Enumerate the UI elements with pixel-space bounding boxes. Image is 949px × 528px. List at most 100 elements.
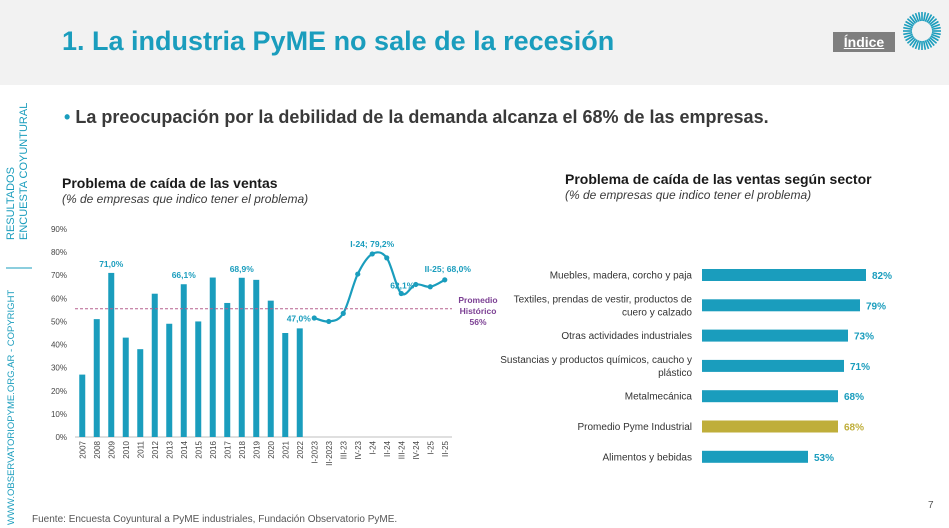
data-label: I-24; 79,2% <box>350 239 394 249</box>
quarterly-point <box>369 251 375 257</box>
sector-label: Metalmecánica <box>625 392 693 403</box>
x-tick-label: IV-23 <box>354 440 363 459</box>
sector-bar <box>702 329 848 342</box>
page-number: 7 <box>928 500 934 511</box>
data-label: II-25; 68,0% <box>425 264 472 274</box>
x-tick-label: 2011 <box>136 440 145 458</box>
y-tick-label: 0% <box>55 433 67 442</box>
x-tick-label: 2010 <box>122 440 131 458</box>
sector-bar <box>702 359 844 372</box>
y-tick-label: 10% <box>51 410 67 419</box>
sector-label: Sustancias y productos químicos, caucho … <box>500 355 692 366</box>
sector-value-label: 68% <box>844 423 864 434</box>
x-tick-label: 2018 <box>238 440 247 458</box>
y-tick-label: 50% <box>51 317 67 326</box>
x-tick-label: 2014 <box>180 440 189 458</box>
annual-bar <box>209 277 216 437</box>
quarterly-point <box>340 310 346 316</box>
annual-bar <box>253 279 260 437</box>
quarterly-point <box>442 277 448 283</box>
x-tick-label: I-24 <box>368 440 377 454</box>
average-bar <box>702 420 838 433</box>
y-tick-label: 70% <box>51 271 67 280</box>
x-tick-label: II-25 <box>441 440 450 457</box>
side-survey-label: ENCUESTA COYUNTURAL <box>18 103 30 240</box>
key-message-text: La preocupación por la debilidad de la d… <box>75 107 769 127</box>
x-tick-label: I-25 <box>426 440 435 454</box>
data-label: 62,1% <box>390 280 415 290</box>
y-tick-label: 30% <box>51 364 67 373</box>
y-tick-label: 40% <box>51 341 67 350</box>
right-chart-subtitle: (% de empresas que indico tener el probl… <box>565 188 812 202</box>
historical-average-label: Histórico <box>460 306 497 316</box>
sector-label: Promedio Pyme Industrial <box>578 422 693 433</box>
annual-bar <box>180 284 187 437</box>
quarterly-point <box>413 281 419 288</box>
x-tick-label: 2017 <box>223 440 232 458</box>
x-tick-label: III-23 <box>339 440 348 459</box>
x-tick-label: 2009 <box>107 440 116 458</box>
data-label: 47,0% <box>287 313 312 323</box>
sector-value-label: 73% <box>854 332 874 343</box>
side-results-label: RESULTADOS <box>5 167 17 240</box>
y-tick-label: 60% <box>51 294 67 303</box>
left-chart-subtitle: (% de empresas que indico tener el probl… <box>62 192 309 206</box>
bullet-mark: • <box>64 107 71 127</box>
x-tick-label: 2021 <box>281 440 290 458</box>
x-tick-label: II-24 <box>383 440 392 457</box>
data-label: 68,9% <box>230 264 255 274</box>
x-tick-label: II-2023 <box>325 440 334 465</box>
annual-bar <box>267 300 274 437</box>
x-tick-label: I-2023 <box>310 440 319 463</box>
page-title: 1. La industria PyME no sale de la reces… <box>62 26 615 56</box>
annual-bar <box>93 319 100 437</box>
sector-value-label: 82% <box>872 271 892 282</box>
observatorio-logo-icon <box>903 12 941 50</box>
key-message: • La preocupación por la debilidad de la… <box>64 107 769 128</box>
x-tick-label: 2013 <box>165 440 174 458</box>
x-tick-label: IV-24 <box>412 440 421 459</box>
y-tick-label: 20% <box>51 387 67 396</box>
quarterly-point <box>427 284 433 290</box>
sector-bar <box>702 269 866 281</box>
index-button[interactable]: Índice <box>833 32 895 52</box>
annual-bar <box>282 333 289 437</box>
annual-bar <box>224 302 231 437</box>
side-copyright-label: WWW.OBSERVATORIOPYME.ORG.AR - COPYRIGHT <box>6 290 17 525</box>
x-tick-label: 2007 <box>78 440 87 458</box>
y-tick-label: 90% <box>51 225 67 234</box>
y-tick-label: 80% <box>51 248 67 257</box>
annual-bar <box>79 374 86 437</box>
sector-bar <box>702 450 808 463</box>
left-chart-title: Problema de caída de las ventas <box>62 175 278 191</box>
annual-bar <box>137 349 144 437</box>
historical-average-label: Promedio <box>458 295 497 305</box>
x-tick-label: 2008 <box>93 440 102 458</box>
x-tick-label: 2016 <box>209 440 218 458</box>
source-note: Fuente: Encuesta Coyuntural a PyME indus… <box>32 514 398 525</box>
sector-label: Alimentos y bebidas <box>603 452 693 463</box>
sector-bar <box>702 299 860 312</box>
annual-bar <box>108 272 115 437</box>
quarterly-point <box>326 318 332 325</box>
quarterly-line <box>313 251 446 323</box>
x-tick-label: 2022 <box>296 440 305 458</box>
annual-bar <box>151 293 158 437</box>
sector-value-label: 68% <box>844 392 864 403</box>
annual-bar <box>238 277 245 437</box>
annual-bar <box>166 323 173 437</box>
historical-average-label: 56% <box>469 317 486 327</box>
sector-value-label: 53% <box>814 453 834 464</box>
right-chart-title: Problema de caída de las ventas según se… <box>565 171 872 187</box>
sector-value-label: 71% <box>850 362 870 373</box>
x-tick-label: 2020 <box>267 440 276 458</box>
x-tick-label: 2019 <box>252 440 261 458</box>
x-tick-label: 2012 <box>151 440 160 458</box>
annual-bar <box>122 337 129 437</box>
sector-label: Otras actividades industriales <box>561 331 692 342</box>
sector-label: plástico <box>658 368 692 379</box>
data-label: 71,0% <box>99 259 124 269</box>
sector-label: Textiles, prendas de vestir, productos d… <box>514 294 693 305</box>
